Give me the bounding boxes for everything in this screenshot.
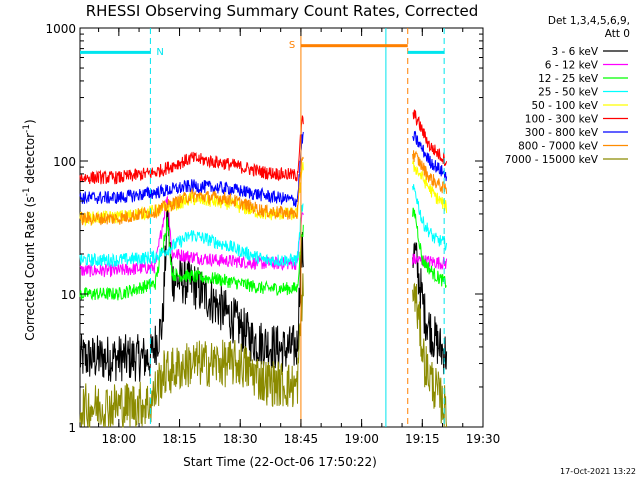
series-line-2 — [79, 195, 448, 278]
series-line-1 — [79, 202, 448, 382]
x-tick-label: 18:30 — [223, 432, 258, 446]
x-axis-label: Start Time (22-Oct-06 17:50:22) — [183, 455, 377, 469]
annotation-bar-2 — [300, 44, 408, 48]
series-line-9 — [79, 273, 448, 428]
legend-header-2: Att 0 — [605, 28, 630, 40]
series-line-6 — [79, 108, 448, 185]
annotation-label-S: S — [289, 40, 295, 51]
footer-date: 17-Oct-2021 13:22 — [560, 467, 636, 476]
series-line-4 — [79, 184, 448, 267]
series-group — [79, 108, 448, 428]
legend-label-6: 100 - 300 keV — [525, 114, 599, 126]
legend-header-1: Det 1,3,4,5,6,9, — [548, 15, 630, 27]
legend-label-4: 25 - 50 keV — [538, 87, 599, 99]
y-axis-ticks: 1 10 100 1000 — [45, 22, 483, 435]
y-tick-label: 1 — [68, 421, 76, 435]
x-tick-label: 19:00 — [344, 432, 379, 446]
legend: Det 1,3,4,5,6,9, Att 0 3 - 6 keV 6 - 12 k… — [505, 15, 630, 166]
legend-label-7: 300 - 800 keV — [525, 127, 599, 139]
x-tick-label: 18:45 — [284, 432, 319, 446]
annotation-bar-1 — [80, 50, 151, 54]
series-line-7 — [79, 130, 448, 208]
x-tick-label: 19:15 — [405, 432, 440, 446]
annotation-bar-3 — [407, 50, 445, 54]
legend-label-9: 7000 - 15000 keV — [505, 154, 599, 166]
x-tick-label: 19:30 — [466, 432, 501, 446]
legend-label-3: 12 - 25 keV — [538, 73, 599, 85]
series-line-8 — [79, 150, 448, 227]
chart-title: RHESSI Observing Summary Count Rates, Co… — [86, 2, 479, 20]
y-tick-label: 1000 — [45, 22, 76, 36]
annotation-group: NS — [80, 28, 445, 427]
x-tick-label: 18:15 — [162, 432, 197, 446]
y-axis-label: Corrected Count Rate (s-1 detector-1) — [22, 119, 37, 340]
y-tick-label: 100 — [53, 155, 76, 169]
legend-label-5: 50 - 100 keV — [531, 100, 598, 112]
plot-frame — [79, 27, 484, 428]
x-tick-label: 18:00 — [102, 432, 137, 446]
y-tick-label: 10 — [61, 288, 76, 302]
x-axis-ticks: 18:00 18:15 18:30 18:45 19:00 19:15 19:30 — [98, 28, 501, 446]
legend-label-1: 3 - 6 keV — [551, 46, 598, 58]
legend-label-2: 6 - 12 keV — [545, 60, 599, 72]
annotation-label-N: N — [156, 47, 163, 58]
series-line-3 — [79, 207, 447, 301]
legend-label-8: 800 - 7000 keV — [518, 141, 599, 153]
